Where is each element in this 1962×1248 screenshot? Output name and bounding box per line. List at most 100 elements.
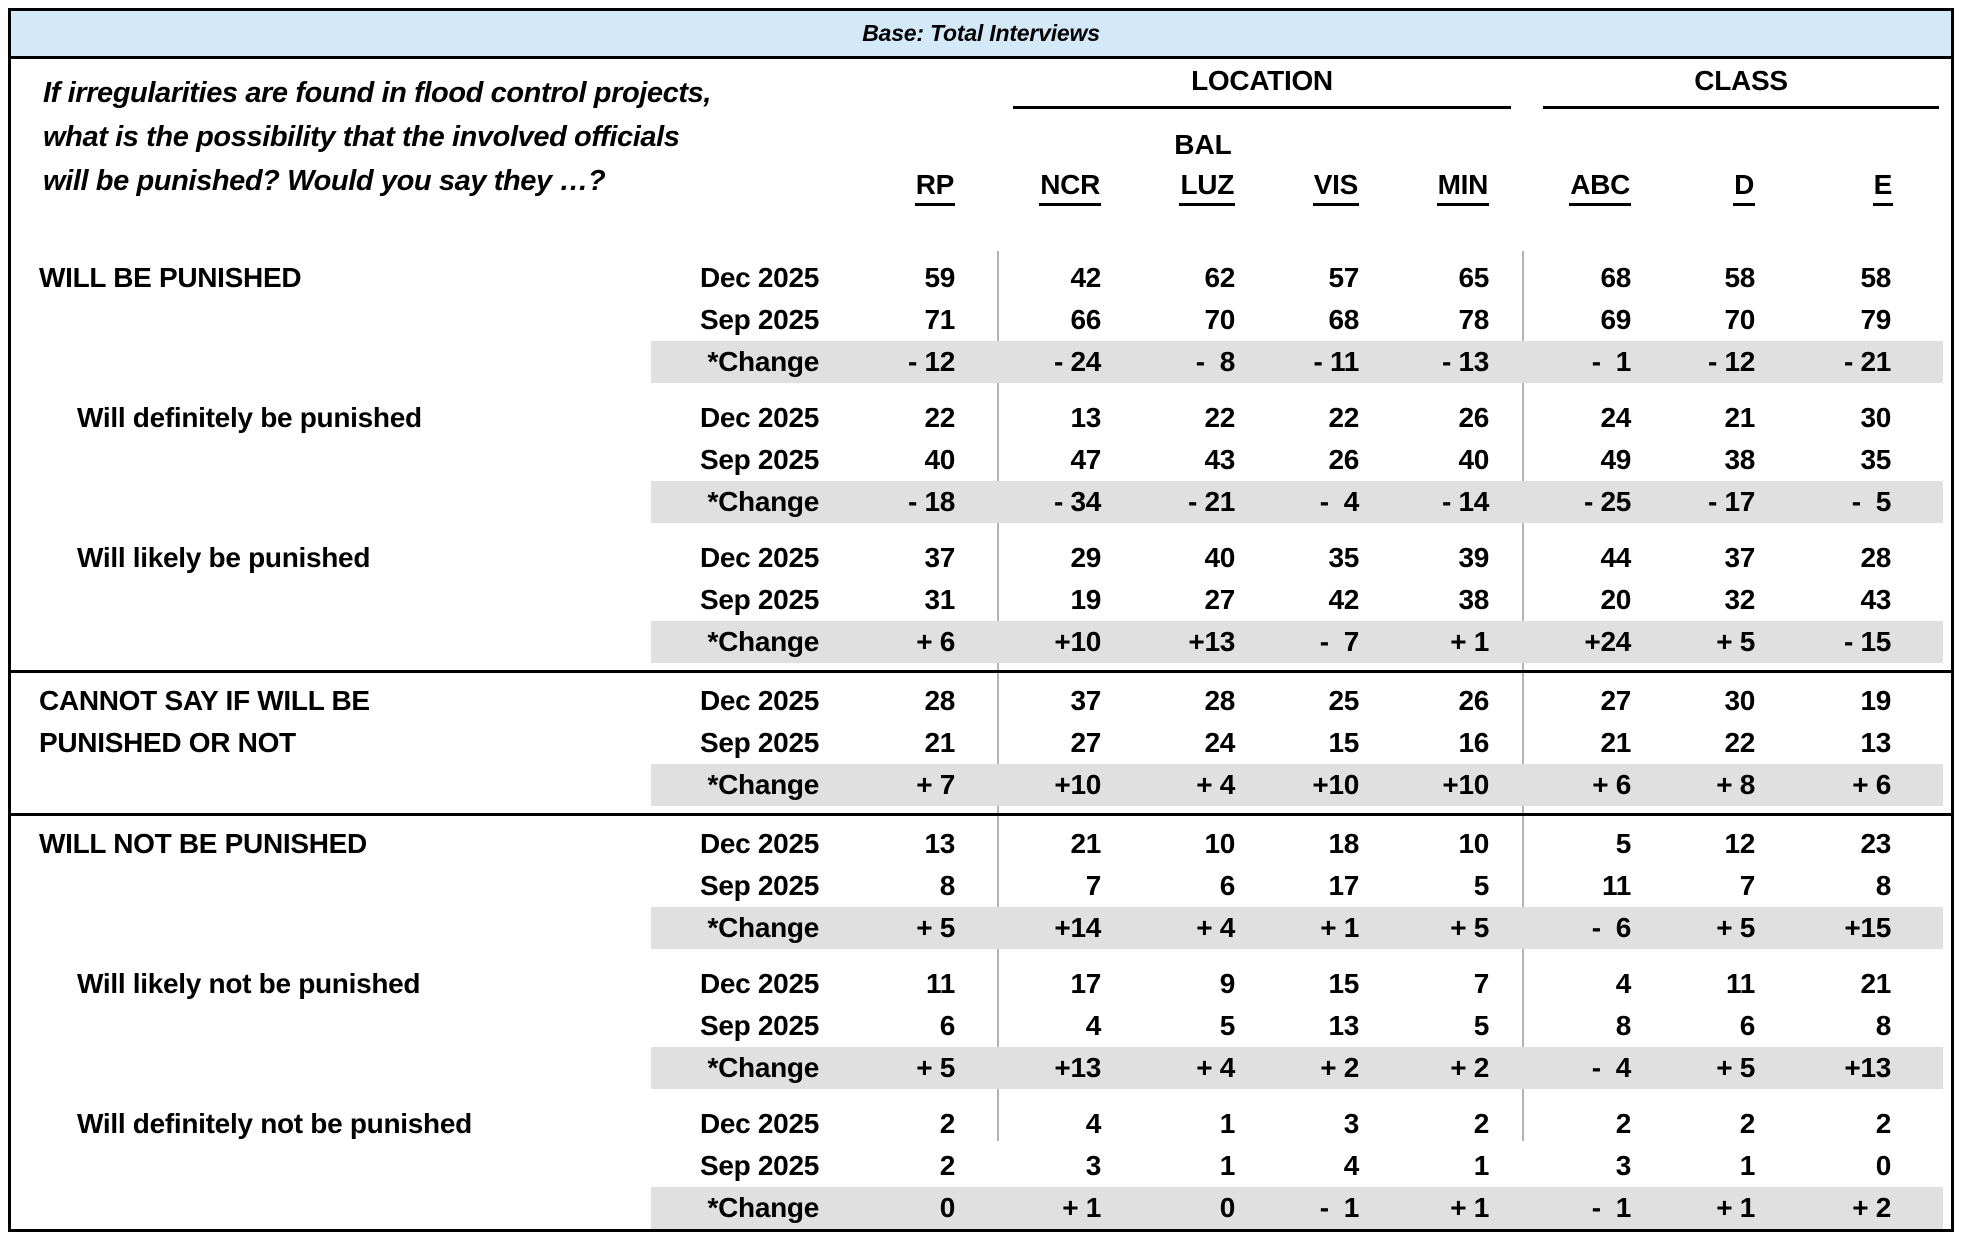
value-cell: 3 xyxy=(1085,1150,1102,1181)
change-cell: - 7 xyxy=(1243,621,1367,663)
value-cell: 21 xyxy=(1600,727,1631,758)
survey-table: Base: Total Interviews If irregularities… xyxy=(8,8,1954,1232)
value-cell: 26 xyxy=(1458,402,1489,433)
change-cell: + 4 xyxy=(1109,907,1243,949)
row-group-label: WILL BE PUNISHED xyxy=(39,262,302,293)
change-cell: +24 xyxy=(1497,621,1639,663)
value-cell: 13 xyxy=(1070,402,1101,433)
value-cell: 13 xyxy=(1860,727,1891,758)
change-cell: + 6 xyxy=(1497,764,1639,806)
change-cell: +10 xyxy=(1243,764,1367,806)
value-cell: 22 xyxy=(1328,402,1359,433)
change-cell: + 5 xyxy=(1639,621,1763,663)
value-cell: 31 xyxy=(924,584,955,615)
value-cell: 3 xyxy=(1615,1150,1632,1181)
value-cell: 3 xyxy=(1343,1108,1360,1139)
value-cell: 22 xyxy=(1204,402,1235,433)
change-cell: + 2 xyxy=(1763,1187,1943,1229)
change-cell: - 18 xyxy=(829,481,963,523)
change-cell: + 4 xyxy=(1109,1047,1243,1089)
change-cell: - 24 xyxy=(963,341,1109,383)
change-cell: + 1 xyxy=(1243,907,1367,949)
change-cell: + 2 xyxy=(1367,1047,1497,1089)
change-cell: + 1 xyxy=(1367,621,1497,663)
period-label: Sep 2025 xyxy=(699,1150,819,1181)
value-cell: 2 xyxy=(1615,1108,1632,1139)
period-label: Dec 2025 xyxy=(699,402,819,433)
change-cell: - 15 xyxy=(1763,621,1943,663)
period-label: Sep 2025 xyxy=(699,870,819,901)
period-label: Dec 2025 xyxy=(699,542,819,573)
change-cell: +15 xyxy=(1763,907,1943,949)
change-cell: - 25 xyxy=(1497,481,1639,523)
change-cell: - 8 xyxy=(1109,341,1243,383)
value-cell: 21 xyxy=(1724,402,1755,433)
column-header-e: E xyxy=(1763,169,1943,206)
value-cell: 42 xyxy=(1328,584,1359,615)
value-cell: 40 xyxy=(924,444,955,475)
change-cell: - 12 xyxy=(829,341,963,383)
change-cell: - 1 xyxy=(1243,1187,1367,1229)
value-cell: 58 xyxy=(1860,262,1891,293)
value-cell: 21 xyxy=(924,727,955,758)
value-cell: 0 xyxy=(1875,1150,1892,1181)
value-cell: 26 xyxy=(1328,444,1359,475)
change-cell: 0 xyxy=(829,1187,963,1229)
value-cell: 39 xyxy=(1458,542,1489,573)
question-text: If irregularities are found in flood con… xyxy=(43,71,711,203)
value-cell: 62 xyxy=(1204,262,1235,293)
value-cell: 15 xyxy=(1328,727,1359,758)
value-cell: 17 xyxy=(1328,870,1359,901)
value-cell: 58 xyxy=(1724,262,1755,293)
value-cell: 27 xyxy=(1600,685,1631,716)
question-line-3: will be punished? Would you say they …? xyxy=(43,165,606,197)
value-cell: 5 xyxy=(1219,1010,1236,1041)
change-cell: +10 xyxy=(1367,764,1497,806)
value-cell: 69 xyxy=(1600,304,1631,335)
change-cell: +13 xyxy=(963,1047,1109,1089)
value-cell: 49 xyxy=(1600,444,1631,475)
change-cell: - 1 xyxy=(1497,1187,1639,1229)
value-cell: 2 xyxy=(1739,1108,1756,1139)
period-label: Sep 2025 xyxy=(699,584,819,615)
column-header-vis: VIS xyxy=(1243,169,1367,206)
value-cell: 15 xyxy=(1328,968,1359,999)
value-cell: 7 xyxy=(1739,870,1756,901)
divider-location-class xyxy=(1522,251,1524,1141)
change-cell: - 21 xyxy=(1109,481,1243,523)
value-cell: 71 xyxy=(924,304,955,335)
value-cell: 4 xyxy=(1615,968,1632,999)
value-cell: 19 xyxy=(1860,685,1891,716)
value-cell: 11 xyxy=(926,968,955,999)
table-body: WILL BE PUNISHED Dec 2025 59 42 62 57 65… xyxy=(11,249,1951,1229)
value-cell: 21 xyxy=(1860,968,1891,999)
value-cell: 66 xyxy=(1070,304,1101,335)
value-cell: 6 xyxy=(1739,1010,1756,1041)
row-group-label: Will definitely not be punished xyxy=(77,1108,472,1139)
row-group-label: WILL NOT BE PUNISHED xyxy=(39,828,367,859)
row-group-will-likely-be-punished: Will likely be punished Dec 2025 37 29 4… xyxy=(11,537,1951,663)
change-cell: +13 xyxy=(1109,621,1243,663)
value-cell: 1 xyxy=(1473,1150,1490,1181)
change-cell: - 12 xyxy=(1639,341,1763,383)
row-group-will-definitely-be-punished: Will definitely be punished Dec 2025 22 … xyxy=(11,397,1951,523)
value-cell: 5 xyxy=(1473,870,1490,901)
value-cell: 16 xyxy=(1458,727,1489,758)
value-cell: 2 xyxy=(1875,1108,1892,1139)
question-line-2: what is the possibility that the involve… xyxy=(43,121,680,153)
value-cell: 5 xyxy=(1473,1010,1490,1041)
row-group-will-not-be-punished: WILL NOT BE PUNISHED Dec 2025 13 21 10 1… xyxy=(11,823,1951,949)
change-cell: + 1 xyxy=(963,1187,1109,1229)
value-cell: 40 xyxy=(1458,444,1489,475)
period-label: Dec 2025 xyxy=(699,1108,819,1139)
value-cell: 7 xyxy=(1473,968,1490,999)
value-cell: 10 xyxy=(1458,828,1489,859)
value-cell: 1 xyxy=(1219,1150,1236,1181)
change-label: *Change xyxy=(651,764,829,806)
value-cell: 30 xyxy=(1860,402,1891,433)
value-cell: 38 xyxy=(1458,584,1489,615)
value-cell: 4 xyxy=(1085,1010,1102,1041)
change-label: *Change xyxy=(651,621,829,663)
section-separator xyxy=(11,670,1951,673)
value-cell: 29 xyxy=(1070,542,1101,573)
